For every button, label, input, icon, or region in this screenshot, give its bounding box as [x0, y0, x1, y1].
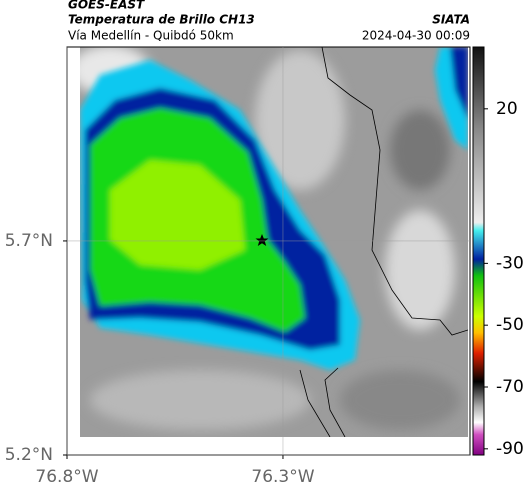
colorbar-tick-label: -50 — [496, 315, 524, 335]
colorbar-tick-label: -30 — [496, 253, 524, 273]
x-tick-label: 76.8°W — [35, 467, 98, 487]
timestamp: 2024-04-30 00:09 — [362, 29, 470, 43]
colorbar — [472, 46, 485, 456]
x-tick-label: 76.3°W — [251, 467, 314, 487]
subtitle: Temperatura de Brillo CH13 — [68, 13, 255, 27]
satellite-image — [80, 47, 468, 437]
location-marker — [255, 234, 269, 246]
colorbar-tick-label: -90 — [496, 439, 524, 459]
y-tick-label: 5.2°N — [5, 445, 53, 465]
region: Vía Medellín - Quibdó 50km — [68, 29, 234, 43]
title: GOES-EAST — [68, 0, 145, 12]
y-tick-label: 5.7°N — [5, 231, 53, 251]
colorbar-tick-label: 20 — [496, 99, 518, 119]
source: SIATA — [432, 13, 470, 27]
colorbar-tick-label: -70 — [496, 377, 524, 397]
